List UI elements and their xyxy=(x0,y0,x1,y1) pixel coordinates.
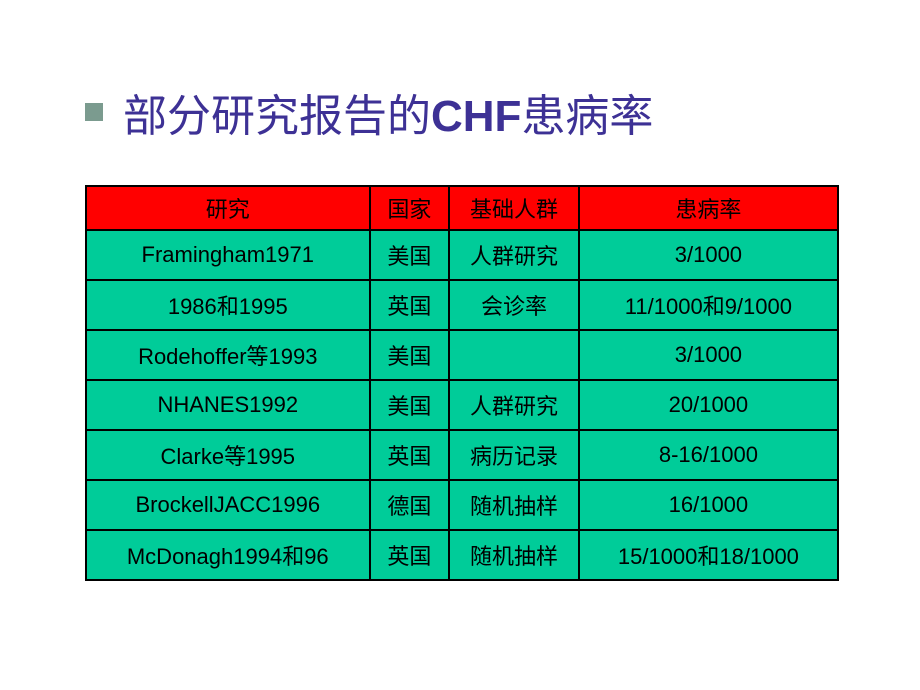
cell-country: 德国 xyxy=(370,480,450,530)
cell-study: BrockellJACC1996 xyxy=(86,480,370,530)
cell-country: 美国 xyxy=(370,330,450,380)
cell-study: Clarke等1995 xyxy=(86,430,370,480)
chf-prevalence-table: 研究 国家 基础人群 患病率 Framingham1971 美国 人群研究 3/… xyxy=(85,185,839,581)
cell-study: 1986和1995 xyxy=(86,280,370,330)
cell-basis: 会诊率 xyxy=(449,280,579,330)
table-row: NHANES1992 美国 人群研究 20/1000 xyxy=(86,380,838,430)
table-container: 研究 国家 基础人群 患病率 Framingham1971 美国 人群研究 3/… xyxy=(85,185,839,581)
table-row: 1986和1995 英国 会诊率 11/1000和9/1000 xyxy=(86,280,838,330)
cell-rate: 8-16/1000 xyxy=(579,430,838,480)
cell-country: 美国 xyxy=(370,230,450,280)
cell-country: 美国 xyxy=(370,380,450,430)
title-prefix: 部分研究报告的 xyxy=(123,92,431,141)
cell-basis: 人群研究 xyxy=(449,230,579,280)
cell-basis: 病历记录 xyxy=(449,430,579,480)
title-latin: CHF xyxy=(431,92,521,141)
header-study: 研究 xyxy=(86,186,370,230)
cell-study: NHANES1992 xyxy=(86,380,370,430)
table-row: BrockellJACC1996 德国 随机抽样 16/1000 xyxy=(86,480,838,530)
cell-study: Framingham1971 xyxy=(86,230,370,280)
cell-rate: 11/1000和9/1000 xyxy=(579,280,838,330)
cell-basis: 随机抽样 xyxy=(449,530,579,580)
header-country: 国家 xyxy=(370,186,450,230)
table-row: Clarke等1995 英国 病历记录 8-16/1000 xyxy=(86,430,838,480)
cell-country: 英国 xyxy=(370,280,450,330)
table-row: McDonagh1994和96 英国 随机抽样 15/1000和18/1000 xyxy=(86,530,838,580)
header-basis: 基础人群 xyxy=(449,186,579,230)
table-row: Rodehoffer等1993 美国 3/1000 xyxy=(86,330,838,380)
cell-basis xyxy=(449,330,579,380)
cell-rate: 3/1000 xyxy=(579,230,838,280)
table-header-row: 研究 国家 基础人群 患病率 xyxy=(86,186,838,230)
cell-rate: 3/1000 xyxy=(579,330,838,380)
header-rate: 患病率 xyxy=(579,186,838,230)
cell-rate: 20/1000 xyxy=(579,380,838,430)
cell-country: 英国 xyxy=(370,430,450,480)
cell-basis: 人群研究 xyxy=(449,380,579,430)
cell-study: Rodehoffer等1993 xyxy=(86,330,370,380)
cell-rate: 16/1000 xyxy=(579,480,838,530)
title-suffix: 患病率 xyxy=(521,92,653,141)
slide-title: 部分研究报告的CHF患病率 xyxy=(123,80,653,144)
cell-rate: 15/1000和18/1000 xyxy=(579,530,838,580)
title-bullet xyxy=(85,103,103,121)
cell-study: McDonagh1994和96 xyxy=(86,530,370,580)
cell-country: 英国 xyxy=(370,530,450,580)
slide-title-container: 部分研究报告的CHF患病率 xyxy=(85,80,653,144)
table-row: Framingham1971 美国 人群研究 3/1000 xyxy=(86,230,838,280)
cell-basis: 随机抽样 xyxy=(449,480,579,530)
